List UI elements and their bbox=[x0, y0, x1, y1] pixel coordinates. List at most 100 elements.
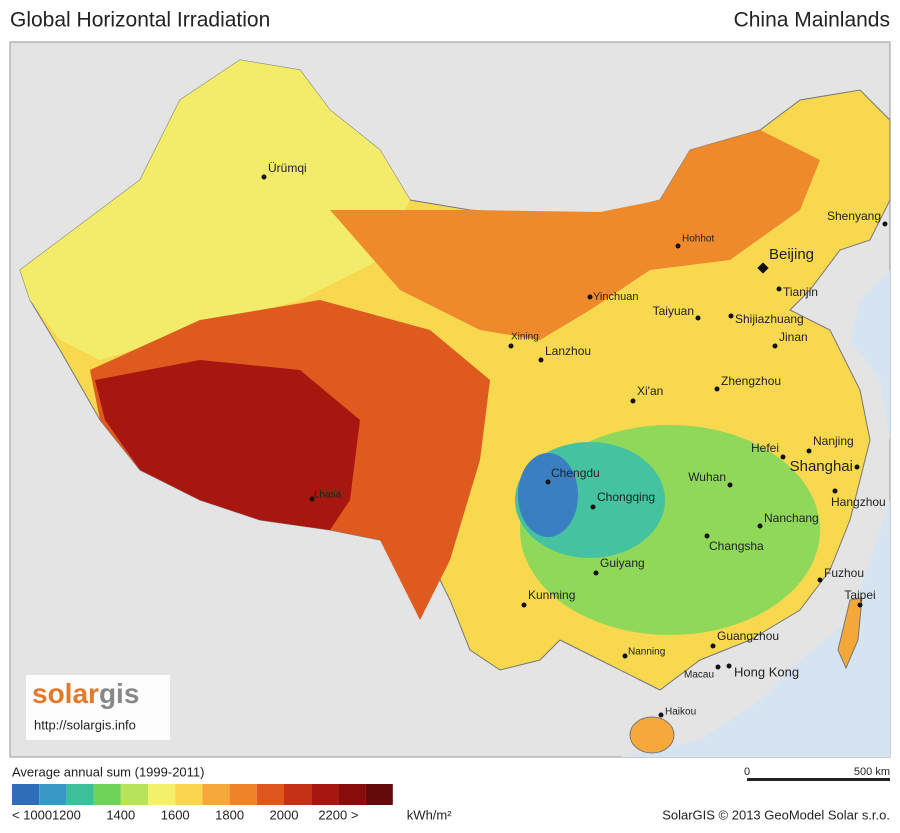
legend-swatch bbox=[66, 784, 94, 805]
logo-solar: solar bbox=[32, 678, 99, 709]
scale-start: 0 bbox=[744, 766, 750, 778]
city-label: Changsha bbox=[709, 539, 764, 553]
capital-marker bbox=[757, 262, 769, 274]
legend-label: < 1000 bbox=[12, 807, 52, 822]
cities: Ürümqi Hohhot Beijing Tianjin Shenyang Yinchu… bbox=[261, 161, 888, 718]
city-dot bbox=[854, 464, 860, 470]
legend-swatch bbox=[120, 784, 148, 805]
logo-box bbox=[26, 675, 170, 740]
city-label: Guangzhou bbox=[717, 629, 779, 643]
tibet bbox=[95, 360, 360, 530]
legend-label: 1600 bbox=[161, 807, 190, 822]
city-label: Haikou bbox=[665, 707, 696, 718]
logo-gis: gis bbox=[99, 678, 139, 709]
city-dot bbox=[590, 504, 596, 510]
legend-label: 1200 bbox=[52, 807, 81, 822]
copyright: SolarGIS © 2013 GeoModel Solar s.r.o. bbox=[662, 807, 890, 822]
legend-unit: kWh/m² bbox=[407, 807, 452, 822]
legend-label: 2200 > bbox=[318, 807, 358, 822]
legend-label: 1400 bbox=[106, 807, 135, 822]
legend-swatch bbox=[311, 784, 339, 805]
city-dot bbox=[726, 663, 732, 669]
city-dot bbox=[704, 533, 710, 539]
city-dot bbox=[772, 343, 778, 349]
legend-swatch bbox=[338, 784, 366, 805]
legend-swatch bbox=[12, 784, 40, 805]
city-label: Nanchang bbox=[764, 511, 819, 525]
city-dot bbox=[508, 343, 514, 349]
city-dot bbox=[521, 602, 527, 608]
legend-label: 2000 bbox=[270, 807, 299, 822]
city-label: Jinan bbox=[779, 330, 808, 344]
legend-swatch bbox=[229, 784, 257, 805]
city-dot bbox=[806, 448, 812, 454]
legend-swatch bbox=[202, 784, 230, 805]
city-label: Tianjin bbox=[783, 285, 818, 299]
city-dot bbox=[695, 315, 701, 321]
city-label: Macau bbox=[684, 670, 714, 681]
city-dot bbox=[714, 386, 720, 392]
legend-label: 1800 bbox=[215, 807, 244, 822]
city-dot bbox=[675, 243, 681, 249]
city-dot bbox=[728, 313, 734, 319]
city-label: Fuzhou bbox=[824, 566, 864, 580]
sea bbox=[620, 270, 890, 757]
city-label: Chengdu bbox=[551, 466, 600, 480]
xinjiang bbox=[20, 60, 410, 360]
inner-mongolia bbox=[330, 130, 820, 340]
legend: < 1000 1200 1400 1600 1800 2000 2200 > kWh/m² bbox=[12, 784, 452, 822]
city-label: Taiyuan bbox=[653, 304, 694, 318]
region: China Mainlands bbox=[734, 9, 890, 32]
city-dot bbox=[757, 523, 763, 529]
city-label: Kunming bbox=[528, 588, 575, 602]
legend-swatch bbox=[148, 784, 176, 805]
city-dot bbox=[727, 482, 733, 488]
city-dot bbox=[776, 286, 782, 292]
city-label: Hohhot bbox=[682, 234, 714, 245]
legend-swatch bbox=[175, 784, 203, 805]
map bbox=[9, 41, 891, 758]
city-dot bbox=[710, 643, 716, 649]
city-dot bbox=[587, 294, 593, 300]
legend-swatch bbox=[365, 784, 393, 805]
city-dot bbox=[309, 496, 315, 502]
city-label: Hong Kong bbox=[734, 664, 799, 679]
legend-swatch bbox=[256, 784, 284, 805]
city-label: Zhengzhou bbox=[721, 374, 781, 388]
city-label: Chongqing bbox=[597, 490, 655, 504]
city-label: Yinchuan bbox=[593, 291, 638, 303]
logo-url: http://solargis.info bbox=[34, 717, 136, 732]
city-label: Nanjing bbox=[813, 434, 854, 448]
taiwan bbox=[837, 597, 863, 670]
city-dot bbox=[658, 712, 664, 718]
city-label: Wuhan bbox=[688, 470, 726, 484]
city-label: Beijing bbox=[769, 246, 814, 263]
title: Global Horizontal Irradiation bbox=[10, 9, 270, 32]
city-dot bbox=[715, 664, 721, 670]
city-label: Nanning bbox=[628, 647, 665, 658]
city-label: Xi'an bbox=[637, 384, 663, 398]
scale-end: 500 km bbox=[854, 766, 890, 778]
city-dot bbox=[538, 357, 544, 363]
city-label: Hangzhou bbox=[831, 495, 886, 509]
basin bbox=[518, 453, 578, 537]
city-label: Ürümqi bbox=[268, 161, 307, 175]
city-dot bbox=[832, 488, 838, 494]
city-label: Taipei bbox=[844, 588, 875, 602]
hainan bbox=[629, 716, 675, 754]
city-label: Xining bbox=[511, 332, 539, 343]
city-label: Shanghai bbox=[790, 458, 853, 475]
city-label: Hefei bbox=[751, 441, 779, 455]
logo: solargis http://solargis.info bbox=[26, 675, 170, 740]
city-dot bbox=[261, 174, 267, 180]
legend-swatch bbox=[93, 784, 121, 805]
city-dot bbox=[857, 602, 863, 608]
city-label: Lhasa bbox=[314, 490, 342, 501]
city-label: Lanzhou bbox=[545, 344, 591, 358]
city-dot bbox=[780, 454, 786, 460]
legend-title: Average annual sum (1999-2011) bbox=[12, 764, 204, 779]
city-dot bbox=[545, 479, 551, 485]
city-dot bbox=[882, 221, 888, 227]
city-label: Shijiazhuang bbox=[735, 312, 804, 326]
